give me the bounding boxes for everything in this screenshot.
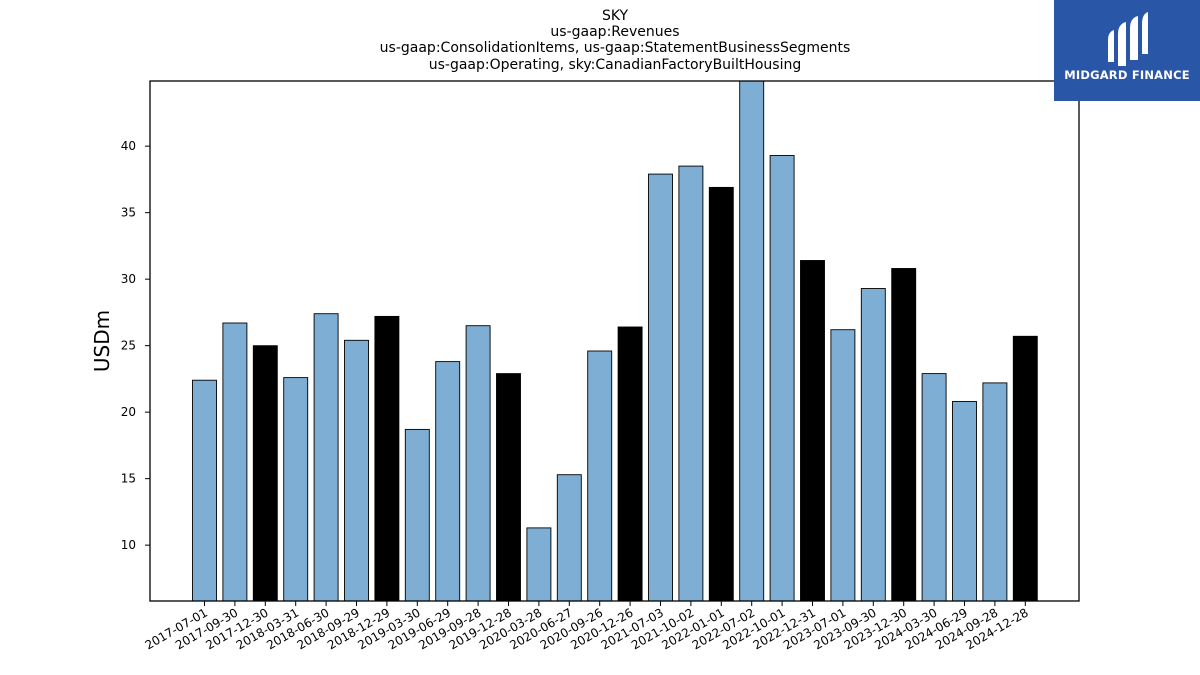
bar-2019-09-28	[465, 325, 491, 602]
bar-2023-07-01	[830, 329, 856, 602]
bar-2020-06-27	[556, 474, 582, 602]
bar-2020-03-28	[526, 527, 552, 602]
y-axis-label: USDm	[90, 310, 114, 372]
bar-2019-03-30	[404, 428, 430, 602]
bar-2022-12-31	[800, 260, 825, 602]
bar-2024-09-28	[982, 382, 1008, 602]
y-tick-label: 10	[121, 538, 136, 552]
chart-title-line-4: us-gaap:Operating, sky:CanadianFactoryBu…	[429, 57, 801, 73]
plot-frame	[149, 80, 1080, 602]
midgard-logo-icon	[1108, 12, 1148, 66]
chart-title: SKY us-gaap:Revenues us-gaap:Consolidati…	[380, 8, 851, 73]
bar-2024-06-29	[952, 401, 977, 602]
chart-title-line-2: us-gaap:Revenues	[550, 24, 679, 40]
bar-2023-09-30	[860, 288, 886, 602]
bar-2017-07-01	[192, 379, 217, 602]
bar-2019-06-29	[435, 361, 461, 602]
bar-2024-12-28	[1012, 335, 1038, 602]
bar-2019-12-28	[496, 373, 521, 602]
logo-text: MIDGARD FINANCE	[1064, 68, 1190, 82]
y-axis: 10 15 20 25 30 35 40	[121, 139, 150, 552]
bar-2018-03-31	[283, 377, 309, 602]
y-tick-label: 40	[121, 139, 136, 153]
y-tick-label: 25	[121, 339, 136, 353]
bar-2021-07-03	[648, 173, 673, 602]
y-tick-label: 15	[121, 472, 136, 486]
bar-2017-12-30	[252, 345, 278, 602]
bar-2021-10-02	[678, 165, 704, 602]
x-axis: 2017-07-012017-09-302017-12-302018-03-31…	[143, 601, 1031, 652]
bar-2022-01-01	[708, 186, 734, 602]
bar-2022-10-01	[769, 155, 795, 602]
bar-2022-07-02	[739, 80, 765, 602]
bar-2023-12-30	[891, 268, 917, 602]
bar-2020-12-26	[617, 326, 643, 602]
bar-series	[192, 80, 1038, 602]
bar-2018-06-30	[313, 313, 339, 602]
y-tick-label: 20	[121, 405, 136, 419]
bar-2018-12-29	[374, 315, 400, 602]
bar-2020-09-26	[587, 350, 613, 602]
bar-2018-09-29	[344, 339, 369, 602]
chart-title-line-1: SKY	[602, 8, 629, 24]
bar-2024-03-30	[921, 373, 947, 602]
bar-2017-09-30	[222, 322, 248, 602]
chart-title-line-3: us-gaap:ConsolidationItems, us-gaap:Stat…	[380, 40, 851, 56]
y-tick-label: 30	[121, 272, 136, 286]
y-tick-label: 35	[121, 206, 136, 220]
midgard-finance-logo: MIDGARD FINANCE	[1054, 0, 1200, 101]
